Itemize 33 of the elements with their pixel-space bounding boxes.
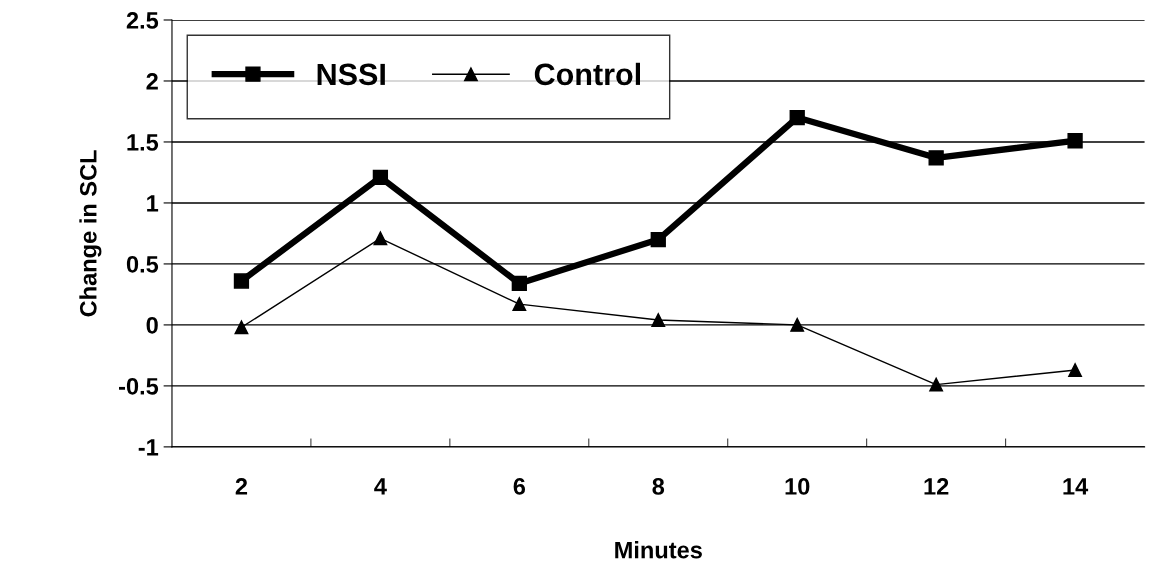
point [1068, 363, 1083, 377]
point [928, 150, 944, 166]
point [929, 377, 944, 392]
x-tick-label: 10 [785, 478, 810, 495]
y-tick-label: 0 [146, 316, 158, 334]
x-tick-label: 6 [513, 478, 526, 495]
y-tick-label: 0.5 [126, 256, 159, 273]
x-tick-label: 14 [1063, 478, 1089, 495]
point [233, 273, 250, 289]
point [511, 275, 527, 292]
point [790, 317, 805, 332]
point [512, 297, 527, 312]
y-tick-label: 1 [147, 195, 159, 212]
x-tick-label: 8 [652, 478, 665, 495]
y-tick-label: -0.5 [119, 377, 159, 395]
legend-label: Control [534, 62, 641, 86]
x-axis-title: Minutes [615, 541, 702, 559]
y-tick-label: 2 [146, 73, 158, 90]
point [372, 169, 389, 185]
y-tick-label: 2.5 [126, 12, 159, 29]
x-tick-label: 12 [924, 478, 949, 495]
point [651, 313, 666, 327]
y-axis-title: Change in SCL [79, 150, 102, 317]
legend-label: NSSI [317, 63, 385, 86]
point [789, 109, 805, 126]
x-tick-label: 4 [374, 478, 387, 495]
y-tick-label: 1.5 [127, 134, 159, 151]
point [234, 320, 249, 335]
x-tick-label: 2 [235, 478, 248, 495]
point [1067, 133, 1083, 149]
point [650, 231, 666, 248]
point [373, 231, 388, 246]
y-tick-label: -1 [138, 439, 159, 456]
